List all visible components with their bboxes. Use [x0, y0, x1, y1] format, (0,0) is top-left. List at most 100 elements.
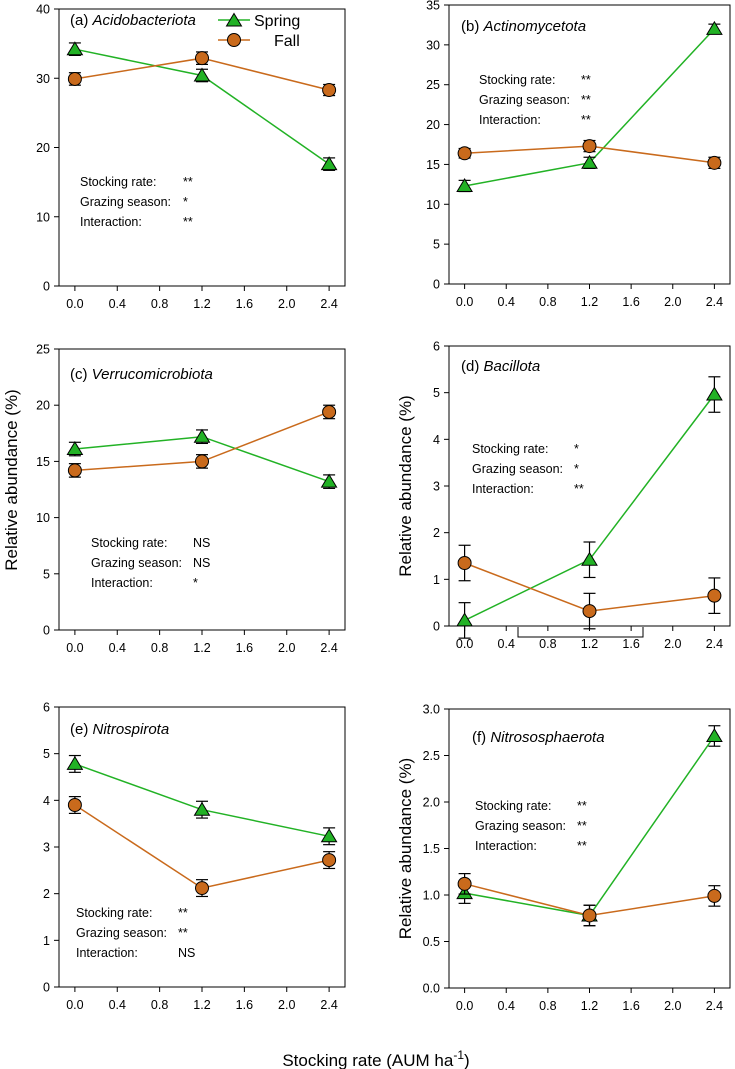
- spring-data-point: [456, 178, 473, 192]
- x-tick-label: 2.4: [706, 637, 723, 651]
- panel-taxon: Bacillota: [484, 358, 541, 375]
- panel-title: (f) Nitrososphaerota: [472, 729, 605, 746]
- stats-label: Interaction:: [479, 113, 541, 127]
- stats-significance: *: [193, 576, 198, 590]
- x-tick-label: 0.8: [539, 999, 556, 1013]
- y-tick-label: 5: [433, 238, 440, 252]
- fall-data-point: [582, 604, 597, 619]
- stats-label: Stocking rate:: [472, 442, 548, 456]
- panel-title: (a) Acidobacteriota: [70, 12, 196, 29]
- x-tick-label: 1.6: [622, 999, 639, 1013]
- chart-panel-5: 0 1 2 3 4 5 6 0.0 0.4 0.8 1.2 1.6 2.0 2.4 (e) Nitrospi…: [43, 701, 346, 1012]
- x-tick-label: 0.4: [498, 637, 515, 651]
- spring-data-point: [706, 386, 723, 401]
- x-tick-label: 2.4: [320, 297, 337, 311]
- y-tick-label: 1: [433, 573, 440, 587]
- panel-d-bracket: [517, 627, 644, 638]
- y-tick-label: 6: [43, 701, 50, 715]
- panel-taxon: Nitrososphaerota: [490, 729, 604, 746]
- x-axis-title-close: ): [464, 1051, 470, 1069]
- x-tick-label: 0.0: [456, 637, 473, 651]
- stats-label: Grazing season:: [475, 819, 566, 833]
- y-tick-label: 1: [43, 934, 50, 948]
- stats-label: Grazing season:: [479, 93, 570, 107]
- spring-series-line: [74, 763, 330, 838]
- fall-data-point: [457, 876, 472, 891]
- x-tick-label: 1.2: [581, 637, 598, 651]
- panel-title: (e) Nitrospirota: [70, 721, 169, 738]
- stats-significance: **: [577, 799, 587, 813]
- stats-label: Interaction:: [80, 215, 142, 229]
- y-tick-label: 10: [426, 198, 440, 212]
- panel-letter: (b): [461, 18, 484, 35]
- fall-data-point: [707, 588, 722, 603]
- y-tick-label: 4: [43, 794, 50, 808]
- stats-label: Grazing season:: [76, 926, 167, 940]
- x-tick-label: 1.2: [581, 999, 598, 1013]
- y-tick-label: 0: [433, 278, 440, 292]
- y-tick-label: 5: [43, 567, 50, 581]
- y-tick-label: 30: [36, 72, 50, 86]
- shared-y-axis-title: Relative abundance (%): [2, 389, 21, 570]
- x-tick-label: 0.8: [539, 295, 556, 309]
- fall-data-point: [582, 139, 597, 154]
- legend-spring-marker: [225, 12, 243, 27]
- stats-significance: NS: [178, 946, 195, 960]
- spring-data-point: [66, 41, 84, 56]
- x-tick-label: 0.8: [151, 998, 168, 1012]
- x-tick-label: 0.0: [456, 999, 473, 1013]
- y-tick-label: 3: [433, 480, 440, 494]
- y-tick-label: 0: [43, 624, 50, 638]
- x-tick-label: 1.2: [581, 295, 598, 309]
- spring-data-point: [320, 156, 338, 171]
- x-tick-label: 0.0: [66, 297, 83, 311]
- y-tick-label: 5: [43, 747, 50, 761]
- y-tick-label: 35: [426, 0, 440, 13]
- chart-panel-6: 0.0 0.5 1.0 1.5 2.0 2.5 3.0 0.0 0.4 0.8 1.2 1.6 2.0 2…: [396, 703, 731, 1013]
- stats-label: Stocking rate:: [80, 175, 156, 189]
- spring-data-point: [706, 728, 723, 742]
- plot-frame: [58, 8, 346, 287]
- spring-series-line: [74, 48, 330, 165]
- panel-title: (c) Verrucomicrobiota: [70, 366, 213, 383]
- spring-data-point: [193, 67, 211, 82]
- stats-significance: **: [581, 113, 591, 127]
- x-tick-label: 2.0: [278, 998, 295, 1012]
- stats-label: Stocking rate:: [91, 536, 167, 550]
- x-tick-label: 0.4: [109, 297, 126, 311]
- y-tick-label: 2: [43, 887, 50, 901]
- x-tick-label: 1.6: [236, 998, 253, 1012]
- panel-letter: (d): [461, 358, 484, 375]
- stats-significance: *: [574, 462, 579, 476]
- plot-frame: [58, 706, 346, 988]
- panel-y-axis-title: Relative abundance (%): [396, 758, 415, 939]
- y-tick-label: 15: [426, 158, 440, 172]
- panel-title: (d) Bacillota: [461, 358, 540, 375]
- x-tick-label: 2.0: [278, 641, 295, 655]
- stats-label: Stocking rate:: [76, 906, 152, 920]
- x-tick-label: 0.4: [498, 295, 515, 309]
- fall-data-point: [322, 404, 337, 419]
- y-tick-label: 0.0: [423, 982, 440, 996]
- y-tick-label: 3: [43, 841, 50, 855]
- fall-data-point: [195, 51, 209, 66]
- y-tick-label: 3.0: [423, 703, 440, 717]
- spring-data-point: [320, 828, 338, 843]
- y-tick-label: 25: [36, 343, 50, 357]
- x-tick-label: 1.2: [193, 641, 210, 655]
- x-tick-label: 0.4: [109, 641, 126, 655]
- y-tick-label: 20: [36, 141, 50, 155]
- x-tick-label: 0.0: [66, 641, 83, 655]
- stats-label: Stocking rate:: [479, 73, 555, 87]
- stats-significance: **: [581, 93, 591, 107]
- y-tick-label: 10: [36, 210, 50, 224]
- stats-significance: **: [178, 906, 188, 920]
- fall-data-point: [322, 853, 337, 868]
- stats-significance: NS: [193, 536, 210, 550]
- x-tick-label: 0.4: [109, 998, 126, 1012]
- panel-title: (b) Actinomycetota: [461, 18, 586, 35]
- y-tick-label: 20: [36, 399, 50, 413]
- panel-taxon: Actinomycetota: [483, 18, 587, 35]
- x-tick-label: 0.8: [151, 641, 168, 655]
- chart-panel-1: 0 10 20 30 40 0.0 0.4 0.8 1.2 1.6 2.0 2.4 (a) Acidob…: [36, 3, 346, 311]
